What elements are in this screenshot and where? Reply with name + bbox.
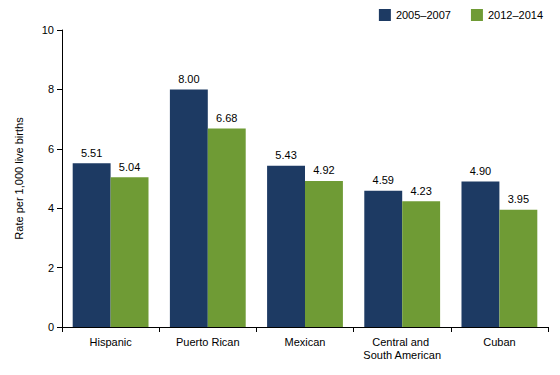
svg-text:Central and: Central and [372,336,432,348]
svg-text:4.59: 4.59 [373,174,394,186]
svg-text:South American: South American [363,349,441,361]
svg-text:6.68: 6.68 [216,112,237,124]
svg-text:4.92: 4.92 [313,164,334,176]
svg-text:Rate per 1,000 live births: Rate per 1,000 live births [13,117,25,240]
svg-text:4.90: 4.90 [470,165,491,177]
svg-text:5.51: 5.51 [81,147,102,159]
svg-text:3.95: 3.95 [508,193,529,205]
svg-text:2005–2007: 2005–2007 [396,9,451,21]
svg-text:5.43: 5.43 [275,149,296,161]
svg-text:2: 2 [48,262,54,274]
svg-text:Mexican: Mexican [285,336,326,348]
svg-text:Puerto Rican: Puerto Rican [176,336,240,348]
svg-text:2012–2014: 2012–2014 [488,9,543,21]
svg-text:0: 0 [48,321,54,333]
svg-text:5.04: 5.04 [119,161,140,173]
svg-text:Cuban: Cuban [483,336,515,348]
svg-text:8: 8 [48,83,54,95]
svg-text:Hispanic: Hispanic [90,336,133,348]
svg-text:4: 4 [48,202,54,214]
svg-text:6: 6 [48,143,54,155]
svg-text:4.23: 4.23 [410,185,431,197]
svg-text:8.00: 8.00 [178,73,199,85]
svg-text:10: 10 [42,24,54,36]
